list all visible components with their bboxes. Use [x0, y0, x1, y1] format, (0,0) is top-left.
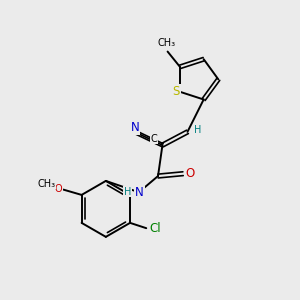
Text: O: O: [185, 167, 194, 180]
Text: H: H: [194, 124, 202, 134]
Text: N: N: [135, 186, 144, 199]
Text: S: S: [173, 85, 180, 98]
Text: C: C: [151, 134, 158, 144]
Text: CH₃: CH₃: [157, 38, 175, 48]
Text: CH₃: CH₃: [37, 179, 55, 189]
Text: O: O: [54, 184, 62, 194]
Text: H: H: [124, 187, 131, 197]
Text: N: N: [131, 121, 140, 134]
Text: Cl: Cl: [149, 222, 161, 235]
